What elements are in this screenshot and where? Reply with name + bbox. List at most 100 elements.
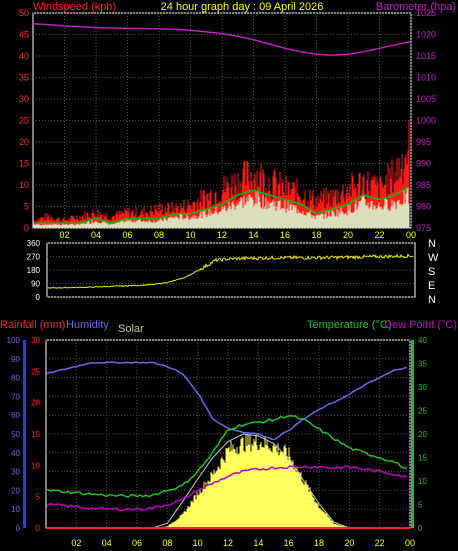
- windspeed-tick-label: 15: [19, 159, 29, 169]
- hour-tick-label: 10: [193, 538, 203, 548]
- barometer-tick-label: 990: [416, 159, 431, 169]
- hour-tick-label: 18: [311, 230, 321, 240]
- temperature-tick-label: 25: [418, 407, 427, 416]
- hour-tick-label: 22: [375, 538, 385, 548]
- barometer-tick-label: 1015: [416, 51, 436, 61]
- hour-tick-label: 04: [91, 230, 101, 240]
- hour-tick-label: 12: [223, 538, 233, 548]
- compass-label: E: [428, 280, 435, 292]
- barometer-axis-label: Barometer (hpa): [376, 1, 456, 13]
- hour-tick-label: 14: [248, 230, 258, 240]
- hour-tick-label: 02: [59, 230, 69, 240]
- hour-tick-label: 06: [122, 230, 132, 240]
- barometer-tick-label: 980: [416, 202, 431, 212]
- dewpoint-line: [46, 464, 408, 512]
- humidity-tick-label: 90: [11, 355, 20, 364]
- hour-tick-label: 08: [162, 538, 172, 548]
- humidity-tick-label: 70: [11, 392, 20, 401]
- temperature-tick-label: 10: [418, 477, 427, 486]
- barometer-tick-label: 975: [416, 223, 431, 233]
- hour-tick-label: 20: [343, 230, 353, 240]
- humidity-tick-label: 40: [11, 449, 20, 458]
- windspeed-tick-label: 50: [19, 8, 29, 18]
- barometer-tick-label: 1005: [416, 94, 436, 104]
- dewpoint-axis-label: Dew Point (°C): [384, 319, 457, 331]
- hour-tick-label: 04: [102, 538, 112, 548]
- hour-tick-label: 22: [374, 230, 384, 240]
- humidity-tick-label: 10: [11, 505, 20, 514]
- temperature-axis-label: Temperature (°C): [307, 319, 391, 331]
- hour-tick-label: 18: [314, 538, 324, 548]
- hour-tick-label: 08: [154, 230, 164, 240]
- barometer-tick-label: 995: [416, 137, 431, 147]
- temperature-axis-bar: [411, 340, 414, 528]
- compass-label: N: [428, 238, 436, 250]
- windspeed-tick-label: 20: [19, 137, 29, 147]
- temperature-tick-label: 20: [418, 430, 427, 439]
- humidity-axis-label: Humidity: [66, 319, 109, 331]
- rainfall-tick-label: 25: [31, 367, 40, 376]
- windspeed-tick-label: 10: [19, 180, 29, 190]
- windspeed-tick-label: 5: [24, 202, 29, 212]
- compass-label: S: [428, 266, 435, 278]
- wind-direction-line: [48, 253, 414, 289]
- humidity-tick-label: 0: [16, 524, 21, 533]
- humidity-tick-label: 20: [11, 486, 20, 495]
- direction-tick-label: 90: [31, 280, 40, 289]
- windspeed-tick-label: 40: [19, 51, 29, 61]
- barometer-tick-label: 985: [416, 180, 431, 190]
- temperature-tick-label: 35: [418, 360, 427, 369]
- humidity-tick-label: 100: [7, 336, 21, 345]
- hour-tick-label: 00: [405, 538, 415, 548]
- windspeed-tick-label: 0: [24, 223, 29, 233]
- temperature-tick-label: 5: [418, 501, 423, 510]
- windspeed-tick-label: 30: [19, 94, 29, 104]
- wind-average-line: [34, 186, 409, 225]
- rainfall-tick-label: 10: [31, 461, 40, 470]
- rainfall-tick-label: 15: [31, 430, 40, 439]
- temperature-tick-label: 0: [418, 524, 423, 533]
- windspeed-tick-label: 25: [19, 116, 29, 126]
- humidity-axis-bar: [23, 340, 26, 528]
- hour-tick-label: 16: [284, 538, 294, 548]
- humidity-tick-label: 80: [11, 374, 20, 383]
- humidity-tick-label: 30: [11, 468, 20, 477]
- hour-tick-label: 16: [280, 230, 290, 240]
- barometer-tick-label: 1020: [416, 30, 436, 40]
- barometer-tick-label: 1025: [416, 8, 436, 18]
- humidity-tick-label: 50: [11, 430, 20, 439]
- compass-label: N: [428, 294, 436, 306]
- temperature-tick-label: 40: [418, 336, 427, 345]
- direction-tick-label: 270: [27, 253, 41, 262]
- rainfall-axis-label: Rainfall (mm): [0, 319, 65, 331]
- hour-tick-label: 10: [185, 230, 195, 240]
- rainfall-tick-label: 5: [36, 493, 41, 502]
- hour-tick-label: 14: [253, 538, 263, 548]
- barometer-tick-label: 1000: [416, 116, 436, 126]
- humidity-tick-label: 60: [11, 411, 20, 420]
- hour-tick-label: 06: [132, 538, 142, 548]
- windspeed-tick-label: 35: [19, 73, 29, 83]
- temperature-line: [46, 415, 408, 499]
- direction-tick-label: 180: [27, 266, 41, 275]
- direction-tick-label: 0: [36, 293, 41, 302]
- humidity-line: [46, 361, 408, 441]
- temperature-tick-label: 15: [418, 454, 427, 463]
- rainfall-tick-label: 20: [31, 399, 40, 408]
- hour-tick-label: 20: [344, 538, 354, 548]
- barometer-line: [32, 23, 412, 56]
- compass-label: W: [428, 252, 439, 264]
- temperature-tick-label: 30: [418, 383, 427, 392]
- hour-tick-label: 02: [71, 538, 81, 548]
- chart-title: 24 hour graph day : 09 April 2026: [161, 1, 324, 13]
- barometer-tick-label: 1010: [416, 73, 436, 83]
- direction-tick-label: 360: [27, 239, 41, 248]
- windspeed-axis-label: Windspeed (kph): [33, 1, 116, 13]
- hour-tick-label: 00: [406, 230, 416, 240]
- solar-axis-label: Solar: [118, 323, 144, 335]
- rainfall-tick-label: 0: [36, 524, 41, 533]
- hour-tick-label: 12: [217, 230, 227, 240]
- rainfall-tick-label: 30: [31, 336, 40, 345]
- windspeed-tick-label: 45: [19, 30, 29, 40]
